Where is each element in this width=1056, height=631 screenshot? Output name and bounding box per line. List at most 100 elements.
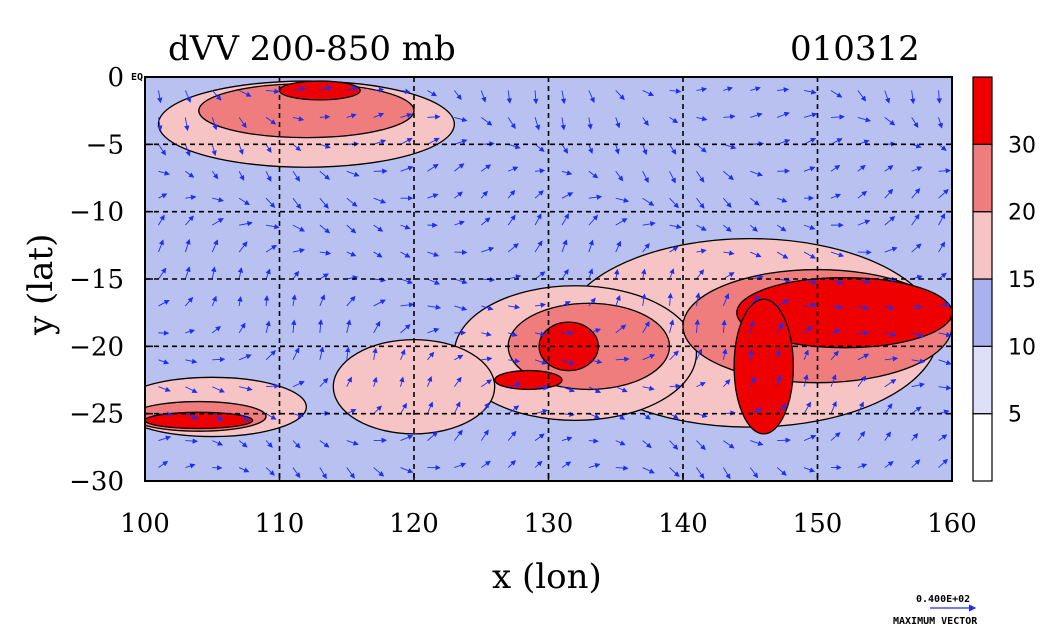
wind-vector	[454, 191, 463, 199]
wind-vector	[723, 114, 736, 120]
wind-vector	[750, 440, 764, 446]
wind-vector	[642, 144, 648, 156]
wind-vector	[615, 440, 626, 446]
wind-vector	[400, 467, 414, 474]
wind-vector	[292, 197, 302, 210]
wind-vector	[560, 90, 567, 105]
wind-vector	[588, 297, 596, 307]
field-region	[736, 277, 952, 349]
wind-vector	[588, 386, 601, 393]
wind-vector	[319, 224, 331, 234]
wind-vector	[561, 239, 568, 253]
wind-vector	[803, 325, 813, 334]
wind-vector	[158, 144, 166, 156]
wind-vector	[534, 460, 543, 468]
wind-vector	[642, 440, 652, 449]
wind-vector	[319, 197, 329, 209]
wind-vector	[266, 88, 280, 95]
wind-vector	[238, 90, 252, 97]
wind-vector	[346, 197, 358, 207]
wind-vector	[588, 463, 601, 469]
wind-vector	[561, 301, 571, 307]
wind-vector	[184, 266, 191, 280]
wind-vector	[400, 251, 411, 258]
wind-vector	[723, 379, 731, 388]
wind-vector	[292, 224, 306, 232]
wind-vector	[373, 320, 381, 334]
wind-vector	[884, 403, 893, 414]
wind-vector	[857, 219, 871, 226]
wind-vector	[776, 251, 789, 259]
wind-vector	[723, 170, 734, 181]
wind-vector	[669, 440, 679, 450]
wind-vector	[292, 270, 300, 280]
wind-vector	[481, 356, 493, 362]
wind-vector	[346, 170, 360, 177]
wind-vector	[238, 171, 245, 181]
wind-vector	[642, 197, 655, 206]
wind-vector	[776, 322, 784, 334]
y-tick-label: −20	[69, 332, 124, 362]
wind-vector	[400, 88, 411, 94]
wind-vector	[588, 268, 594, 280]
wind-vector	[750, 407, 763, 415]
colorbar-label: 10	[1008, 335, 1036, 360]
wind-vector	[481, 331, 492, 337]
colorbar-label: 20	[1008, 201, 1036, 226]
wind-vector	[507, 405, 520, 415]
wind-vector	[667, 292, 673, 306]
wind-vector	[642, 354, 656, 361]
wind-vector	[185, 438, 199, 444]
wind-vector	[534, 408, 549, 415]
wind-vector	[884, 216, 896, 226]
wind-vector	[453, 401, 461, 414]
field-region	[733, 298, 794, 435]
wind-vector	[803, 224, 816, 230]
wind-vector	[938, 434, 948, 441]
wind-vector	[157, 90, 163, 104]
wind-vector	[669, 88, 682, 94]
wind-vector	[884, 461, 894, 468]
wind-vector	[669, 144, 677, 155]
wind-vector	[185, 215, 194, 226]
wind-vector	[319, 250, 332, 256]
wind-vector	[588, 438, 599, 444]
wind-vector	[158, 239, 164, 253]
plot-area	[145, 77, 952, 481]
wind-vector	[777, 437, 791, 443]
y-tick-label: −25	[69, 400, 124, 430]
wind-vector	[857, 353, 870, 361]
wind-vector	[669, 197, 679, 209]
wind-vector	[750, 170, 763, 177]
wind-vector	[454, 305, 468, 311]
wind-vector	[615, 170, 624, 182]
wind-vector	[211, 295, 217, 307]
wind-vector	[857, 90, 867, 102]
colorbar-label: 5	[1008, 403, 1022, 428]
wind-vector	[346, 295, 356, 307]
wind-vector	[481, 305, 494, 311]
wind-vector	[696, 171, 705, 183]
wind-vector	[400, 138, 413, 145]
x-tick-label: 140	[658, 509, 708, 539]
wind-vector	[212, 386, 225, 393]
wind-vector	[642, 467, 655, 474]
wind-vector	[615, 294, 621, 307]
wind-vector	[292, 143, 302, 152]
wind-vector	[669, 319, 675, 333]
wind-vector	[211, 170, 219, 180]
wind-vector	[427, 431, 438, 441]
wind-vector	[534, 302, 546, 308]
wind-vector	[695, 292, 701, 307]
wind-vector	[480, 217, 491, 226]
wind-vector	[938, 272, 947, 280]
field-region	[145, 411, 254, 430]
wind-vector	[669, 350, 679, 361]
wind-vector	[184, 90, 192, 103]
wind-vector	[938, 241, 946, 253]
wind-vector	[803, 137, 817, 145]
wind-vector	[696, 143, 707, 153]
wind-vector	[910, 90, 916, 105]
wind-vector	[669, 268, 675, 280]
wind-vector	[346, 319, 352, 333]
